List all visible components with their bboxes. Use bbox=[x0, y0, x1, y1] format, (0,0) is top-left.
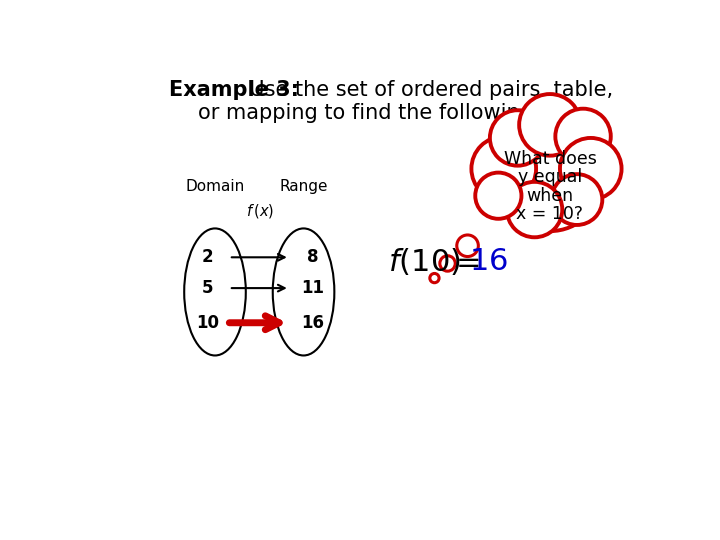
Text: $=$: $=$ bbox=[450, 247, 480, 275]
Text: y equal: y equal bbox=[518, 168, 582, 186]
Circle shape bbox=[440, 256, 455, 271]
Circle shape bbox=[475, 173, 521, 219]
Text: Range: Range bbox=[279, 179, 328, 194]
Circle shape bbox=[555, 109, 611, 164]
Text: Example 3:: Example 3: bbox=[168, 80, 299, 100]
Text: 11: 11 bbox=[301, 279, 324, 297]
Text: 8: 8 bbox=[307, 248, 318, 266]
Text: 5: 5 bbox=[202, 279, 213, 297]
Text: $f(10)$: $f(10)$ bbox=[388, 246, 461, 276]
Text: x = 10?: x = 10? bbox=[516, 205, 583, 223]
Text: Domain: Domain bbox=[185, 179, 245, 194]
Circle shape bbox=[507, 182, 562, 237]
Circle shape bbox=[430, 273, 439, 283]
Circle shape bbox=[472, 137, 536, 201]
Text: $16$: $16$ bbox=[469, 247, 508, 275]
Text: What does: What does bbox=[503, 150, 596, 168]
Text: 2: 2 bbox=[202, 248, 213, 266]
Text: $f\,(x)$: $f\,(x)$ bbox=[246, 202, 274, 220]
Circle shape bbox=[490, 110, 545, 166]
Circle shape bbox=[456, 235, 478, 256]
Text: Use the set of ordered pairs, table,: Use the set of ordered pairs, table, bbox=[235, 80, 613, 100]
Text: 16: 16 bbox=[301, 314, 324, 332]
Text: when: when bbox=[526, 187, 574, 205]
Circle shape bbox=[552, 174, 603, 225]
Circle shape bbox=[519, 94, 581, 156]
Text: 10: 10 bbox=[196, 314, 219, 332]
Text: or mapping to find the following.: or mapping to find the following. bbox=[198, 103, 540, 123]
Circle shape bbox=[560, 138, 621, 200]
Circle shape bbox=[498, 126, 603, 231]
